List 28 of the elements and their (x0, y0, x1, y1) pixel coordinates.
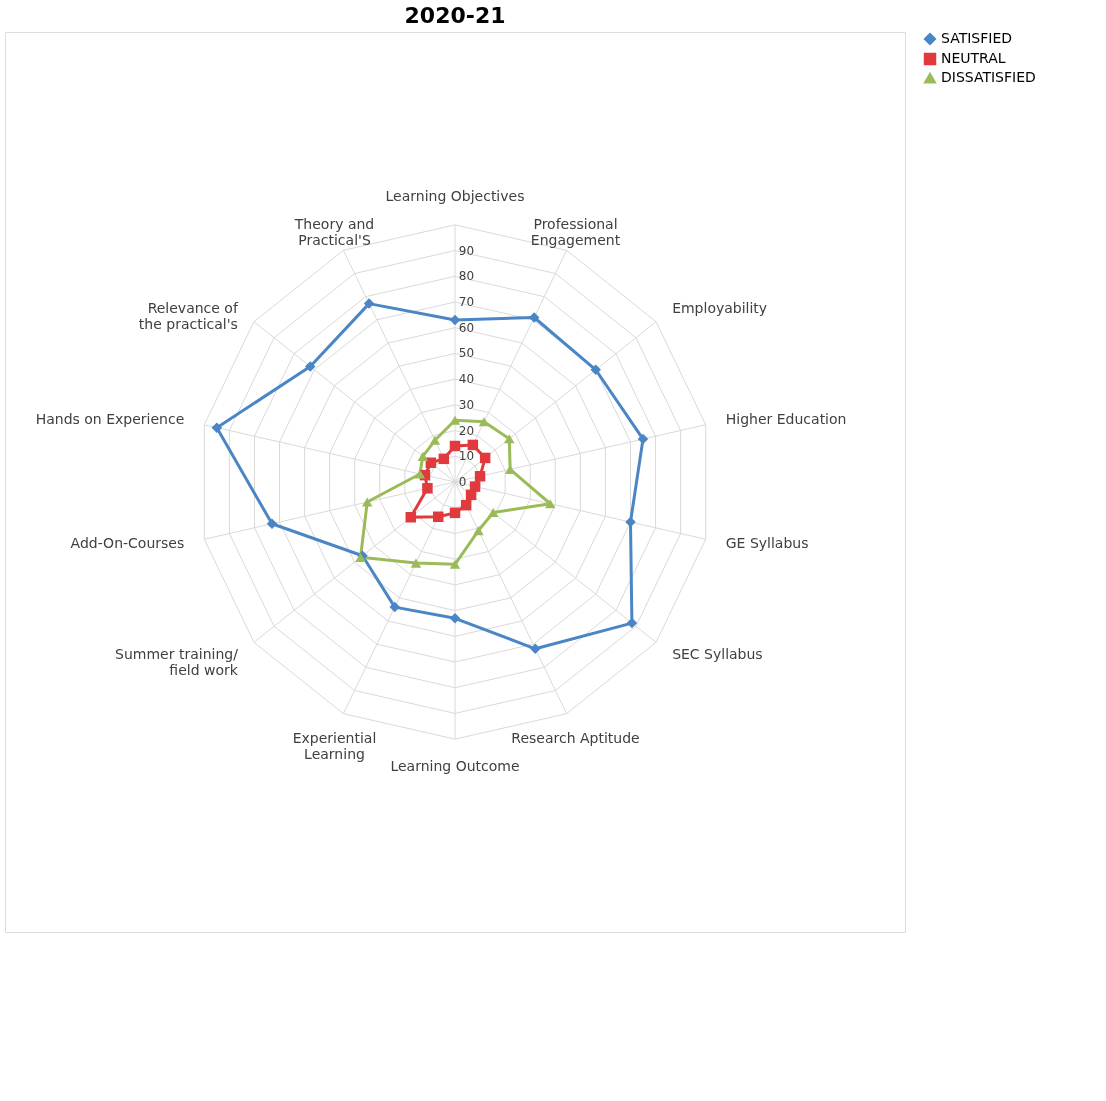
y-tick-label: 30 (458, 397, 475, 412)
legend-label: NEUTRAL (941, 50, 1006, 66)
spoke-label: Hands on Experience (35, 411, 185, 428)
y-tick-label: 70 (458, 295, 475, 309)
spoke-label: Learning Objectives (385, 188, 525, 205)
y-tick-label: 20 (458, 423, 475, 438)
spoke-label: Summer training/field work (115, 646, 239, 679)
y-tick-label: 60 (458, 320, 475, 335)
y-tick-label: 90 (458, 243, 475, 258)
spoke-label: Theory and Practical'S (293, 215, 375, 248)
spoke-label: Experiential Learning (292, 730, 377, 763)
legend-label: DISSATISFIED (941, 69, 1036, 85)
chart-title: 2020-21 (404, 3, 506, 28)
spoke-label: Research Aptitude (511, 730, 640, 747)
spoke-label: Professional Engagement (530, 215, 621, 248)
spoke-label: Add-On-Courses (70, 534, 185, 551)
y-tick-label: 80 (458, 269, 475, 284)
spoke-label: Learning Outcome (390, 757, 520, 774)
y-tick-label: 0 (458, 475, 467, 489)
y-tick-label: 40 (458, 372, 475, 387)
legend-label: SATISFIED (941, 30, 1013, 46)
spoke-label: SEC Syllabus (672, 646, 763, 663)
spoke-label: Employability (672, 299, 768, 316)
y-tick-label: 50 (458, 346, 475, 361)
spoke-label: Relevance of the practical's (138, 299, 239, 332)
y-tick-label: 10 (458, 449, 475, 464)
spoke-label: GE Syllabus (725, 534, 809, 551)
spoke-label: Higher Education (725, 411, 847, 428)
